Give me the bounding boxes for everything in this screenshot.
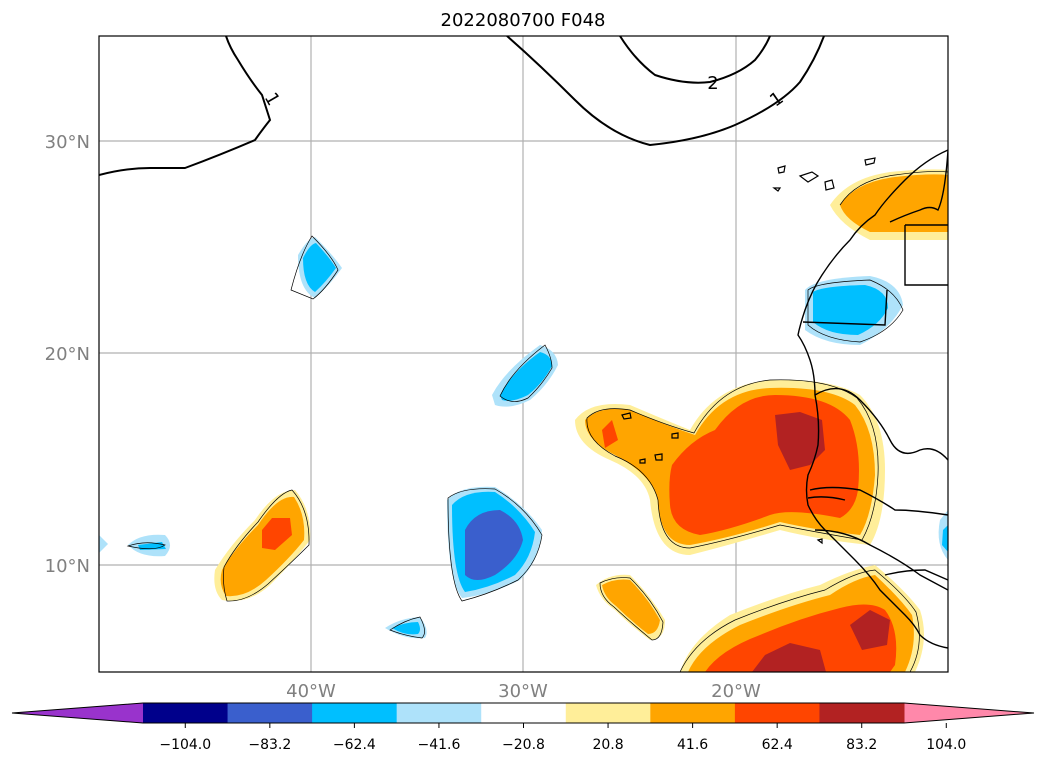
border-senegal — [809, 486, 948, 516]
outline-nw — [290, 235, 339, 300]
colorbar-tick-label: −20.8 — [502, 737, 545, 753]
colorbar-tick-label: −62.4 — [333, 737, 376, 753]
colorbar-tick-label: 62.4 — [762, 737, 793, 753]
anomaly-area-small-orange — [602, 579, 660, 634]
positive-anomaly-fills — [214, 169, 948, 672]
anomaly-outlines — [126, 171, 948, 672]
anomaly-area-central-dark — [465, 510, 523, 580]
island-canary-1 — [777, 165, 786, 174]
map-panel: 1 1 2 — [98, 35, 949, 673]
outline-sahara — [807, 279, 904, 343]
contour-lines — [99, 36, 825, 176]
colorbar-tick-label: −83.2 — [248, 737, 291, 753]
colorbar-segment — [650, 703, 736, 723]
outline-west-africa — [586, 379, 879, 549]
colorbar-tick-label: −104.0 — [159, 737, 211, 753]
island-cabo-verde-1 — [621, 412, 632, 420]
anomaly-area-morocco-orange — [840, 174, 948, 232]
island-canary-4 — [772, 187, 782, 192]
colorbar-extend-high — [904, 703, 1034, 723]
colorbar-tick-label: 41.6 — [677, 737, 708, 753]
island-cabo-verde-4 — [654, 453, 663, 461]
colorbar-ticks: −104.0 −83.2 −62.4 −41.6 −20.8 20.8 41.6 62.4 83… — [159, 723, 966, 753]
island-bijagos — [816, 538, 823, 545]
border-gambia — [807, 496, 846, 501]
contour-line-1-west — [99, 36, 272, 176]
island-cabo-verde-3 — [639, 458, 646, 464]
contour-line-1-east — [506, 36, 825, 147]
anomaly-area-gulf-red — [705, 604, 897, 672]
lon-label-40w: 40°W — [286, 681, 336, 702]
colorbar-segment — [565, 703, 651, 723]
anomaly-area-west-africa-dark — [775, 412, 825, 470]
lat-label-30n: 30°N — [45, 132, 90, 153]
colorbar-segment — [143, 703, 229, 723]
colorbar-segment — [734, 703, 820, 723]
colorbar-tick-label: 104.0 — [926, 737, 966, 753]
colorbar-tick-label: −41.6 — [417, 737, 460, 753]
colorbar-segments — [143, 703, 905, 723]
map-content: 1 1 2 — [99, 36, 948, 672]
border-western-sahara — [904, 225, 948, 286]
island-madeira — [864, 157, 876, 166]
islands — [621, 157, 876, 545]
colorbar-segment — [819, 703, 905, 723]
anomaly-area-west-edge — [99, 535, 108, 553]
border-guinea — [814, 529, 948, 591]
anomaly-area-midatlantic-red — [262, 518, 292, 550]
figure-title: 2022080700 F048 — [441, 10, 606, 31]
anomaly-area-north-blue — [500, 352, 552, 401]
border-mauritania-mali — [814, 387, 948, 461]
island-canary-3 — [824, 179, 835, 191]
anomaly-area-small-south-blue — [392, 622, 420, 635]
island-cabo-verde-2 — [671, 432, 679, 439]
colorbar-extend-low — [12, 703, 143, 723]
outline-midatlantic — [223, 489, 310, 602]
border-mauritania-north — [802, 289, 888, 326]
colorbar-segment — [396, 703, 482, 723]
outline-small-south — [389, 616, 425, 639]
lon-label-20w: 20°W — [711, 681, 761, 702]
lon-label-30w: 30°W — [498, 681, 548, 702]
anomaly-area-gulf-dark-west — [752, 643, 826, 672]
contour-label-2: 2 — [707, 73, 718, 94]
colorbar: −104.0 −83.2 −62.4 −41.6 −20.8 20.8 41.6 62.4 83… — [11, 702, 1035, 753]
longitude-labels: 40°W 30°W 20°W — [286, 681, 761, 702]
negative-anomaly-fills — [99, 237, 948, 639]
latitude-labels: 30°N 20°N 10°N — [45, 132, 90, 577]
colorbar-outline — [11, 702, 1035, 724]
lat-label-10n: 10°N — [45, 556, 90, 577]
lat-label-20n: 20°N — [45, 344, 90, 365]
outline-gulf — [679, 569, 920, 672]
outline-central — [447, 488, 543, 602]
island-canary-2 — [798, 171, 820, 183]
outline-far-west — [126, 542, 166, 550]
border-sierra-leone — [884, 569, 948, 581]
colorbar-segment — [481, 703, 567, 723]
colorbar-tick-label: 20.8 — [592, 737, 623, 753]
anomaly-area-east-edge-blue — [942, 525, 948, 552]
outline-small — [599, 577, 664, 641]
colorbar-tick-label: 83.2 — [846, 737, 877, 753]
anomaly-area-cabo-verde-red — [602, 420, 618, 448]
map-frame — [98, 35, 949, 673]
colorbar-segment — [227, 703, 313, 723]
contour-line-2 — [619, 36, 771, 84]
anomaly-area-nw-blue — [303, 243, 336, 292]
africa-coastline — [797, 149, 948, 649]
outline-north — [499, 344, 553, 402]
outline-morocco — [839, 171, 948, 206]
colorbar-segment — [312, 703, 398, 723]
coastlines — [797, 149, 948, 649]
border-algeria — [889, 149, 948, 223]
anomaly-area-gulf-dark-east — [850, 610, 890, 650]
